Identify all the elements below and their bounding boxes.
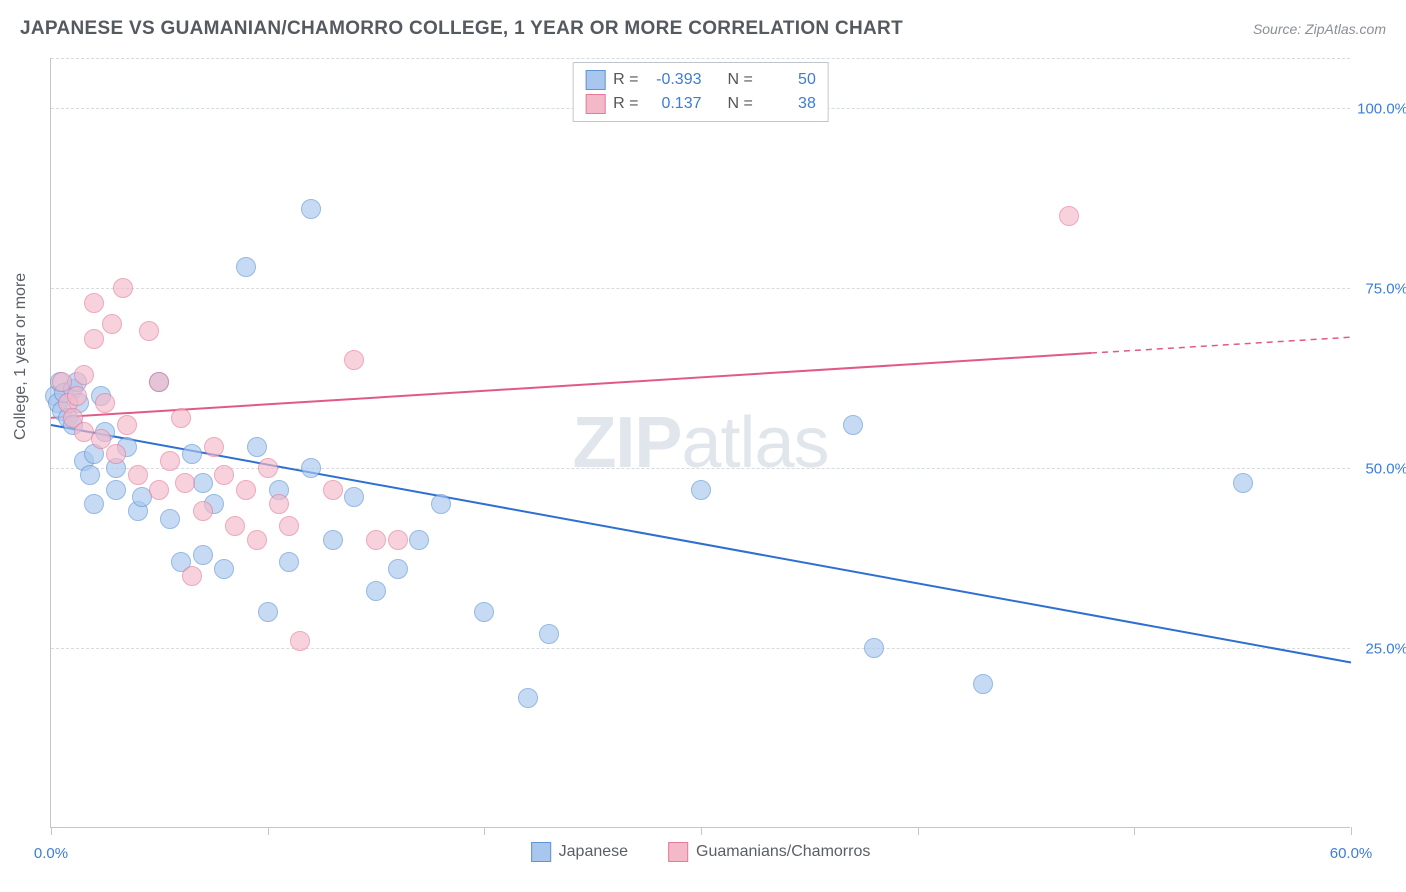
data-point [247,530,267,550]
data-point [1059,206,1079,226]
data-point [323,530,343,550]
chart-source: Source: ZipAtlas.com [1253,21,1386,37]
x-tick [918,827,919,835]
data-point [117,415,137,435]
data-point [539,624,559,644]
swatch-japanese [585,70,605,90]
data-point [149,372,169,392]
y-tick-label: 100.0% [1357,101,1406,118]
data-point [84,329,104,349]
data-point [691,480,711,500]
data-point [366,530,386,550]
data-point [102,314,122,334]
stats-legend: R = -0.393 N = 50 R = 0.137 N = 38 [572,62,829,122]
y-tick-label: 50.0% [1365,461,1406,478]
data-point [843,415,863,435]
x-tick [51,827,52,835]
data-point [74,365,94,385]
data-point [193,473,213,493]
data-point [290,631,310,651]
data-point [175,473,195,493]
data-point [95,393,115,413]
data-point [160,451,180,471]
data-point [388,530,408,550]
data-point [84,293,104,313]
x-tick [701,827,702,835]
data-point [214,465,234,485]
data-point [214,559,234,579]
data-point [864,638,884,658]
y-axis-label: College, 1 year or more [12,273,30,440]
data-point [388,559,408,579]
data-point [139,321,159,341]
watermark: ZIPatlas [572,402,828,484]
swatch-japanese-icon [531,842,551,862]
x-tick-label: 0.0% [34,845,68,862]
data-point [973,674,993,694]
gridline: 25.0% [51,648,1350,649]
data-point [193,501,213,521]
data-point [366,581,386,601]
swatch-guamanian-icon [668,842,688,862]
data-point [84,494,104,514]
data-point [106,480,126,500]
data-point [236,480,256,500]
x-tick [484,827,485,835]
data-point [149,480,169,500]
data-point [279,516,299,536]
data-point [258,458,278,478]
data-point [258,602,278,622]
gridline [51,58,1350,59]
data-point [128,465,148,485]
data-point [301,458,321,478]
gridline: 50.0% [51,468,1350,469]
chart-header: JAPANESE VS GUAMANIAN/CHAMORRO COLLEGE, … [20,18,1386,40]
stats-row-guamanian: R = 0.137 N = 38 [585,92,816,116]
legend-item-guamanian: Guamanians/Chamorros [668,842,870,862]
data-point [182,566,202,586]
data-point [236,257,256,277]
data-point [344,487,364,507]
legend-item-japanese: Japanese [531,842,628,862]
data-point [171,408,191,428]
chart-title: JAPANESE VS GUAMANIAN/CHAMORRO COLLEGE, … [20,18,903,40]
data-point [160,509,180,529]
trend-lines [51,58,1350,827]
stats-row-japanese: R = -0.393 N = 50 [585,68,816,92]
data-point [204,437,224,457]
data-point [518,688,538,708]
gridline: 75.0% [51,288,1350,289]
data-point [269,494,289,514]
data-point [323,480,343,500]
y-tick-label: 25.0% [1365,641,1406,658]
data-point [113,278,133,298]
x-tick [1351,827,1352,835]
x-tick-label: 60.0% [1330,845,1373,862]
data-point [344,350,364,370]
data-point [247,437,267,457]
data-point [431,494,451,514]
data-point [279,552,299,572]
swatch-guamanian [585,94,605,114]
data-point [1233,473,1253,493]
y-tick-label: 75.0% [1365,281,1406,298]
data-point [193,545,213,565]
data-point [474,602,494,622]
data-point [301,199,321,219]
plot-area: ZIPatlas 25.0%50.0%75.0%100.0% 0.0%60.0%… [50,58,1350,828]
x-tick [268,827,269,835]
data-point [67,386,87,406]
series-legend: Japanese Guamanians/Chamorros [531,842,871,862]
data-point [409,530,429,550]
data-point [182,444,202,464]
data-point [80,465,100,485]
data-point [225,516,245,536]
data-point [106,444,126,464]
x-tick [1134,827,1135,835]
